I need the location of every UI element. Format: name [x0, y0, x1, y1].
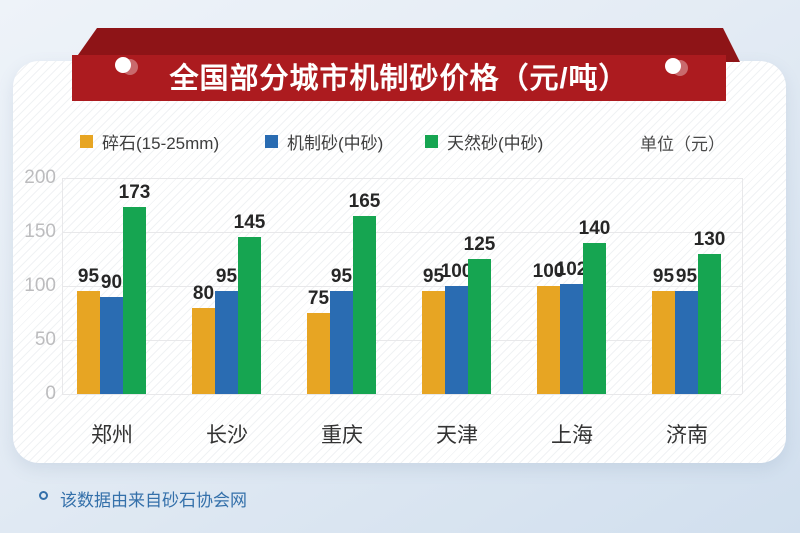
legend-label-crushed-stone: 碎石(15-25mm) [102, 134, 220, 153]
footer-bullet-icon [39, 491, 48, 500]
legend-label-natural-sand: 天然砂(中砂) [447, 134, 544, 153]
unit-label: 单位（元） [640, 135, 725, 154]
ribbon-dot-right-icon [665, 58, 681, 74]
title-ribbon: 全国部分城市机制砂价格（元/吨） [60, 24, 750, 104]
ribbon-dot-left-icon [115, 57, 131, 73]
footer-source-note: 该数据由来自砂石协会网 [60, 491, 247, 510]
page-title: 全国部分城市机制砂价格（元/吨） [169, 63, 629, 95]
chart-card [13, 61, 786, 463]
ribbon-back-fold [73, 28, 740, 62]
legend-item-crushed-stone: 碎石(15-25mm) [80, 129, 219, 154]
legend-swatch-natural-sand-icon [425, 135, 438, 148]
ribbon-banner-graphic [72, 28, 740, 101]
legend-item-natural-sand: 天然砂(中砂) [425, 129, 543, 154]
legend-item-machine-sand: 机制砂(中砂) [265, 129, 383, 154]
legend-label-machine-sand: 机制砂(中砂) [287, 134, 384, 153]
legend-swatch-crushed-stone-icon [80, 135, 93, 148]
legend-swatch-machine-sand-icon [265, 135, 278, 148]
ribbon-front-band [72, 55, 726, 101]
